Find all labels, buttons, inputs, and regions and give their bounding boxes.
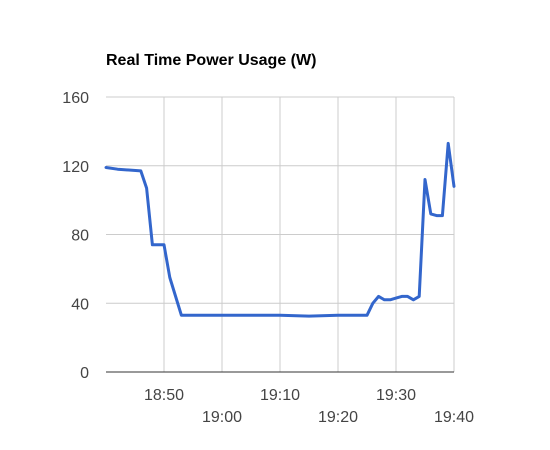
y-tick-label: 120 xyxy=(62,159,89,176)
y-tick-label: 0 xyxy=(80,365,89,382)
x-tick-label: 19:30 xyxy=(376,387,416,404)
y-tick-label: 40 xyxy=(71,296,89,313)
series-group xyxy=(104,141,456,318)
x-tick-label: 19:00 xyxy=(202,409,242,426)
x-tick-label: 18:50 xyxy=(144,387,184,404)
x-axis-tick-labels: 18:50 19:00 19:10 19:20 19:30 19:40 xyxy=(144,387,474,426)
x-tick-label: 19:10 xyxy=(260,387,300,404)
chart-title: Real Time Power Usage (W) xyxy=(106,52,316,69)
y-axis-tick-labels: 0 40 80 120 160 xyxy=(62,90,89,382)
x-gridlines xyxy=(163,97,455,372)
x-tick-label: 19:40 xyxy=(434,409,474,426)
y-tick-label: 160 xyxy=(62,90,89,107)
series-line-0 xyxy=(104,141,456,318)
x-tick-label: 19:20 xyxy=(318,409,358,426)
y-tick-label: 80 xyxy=(71,228,89,245)
